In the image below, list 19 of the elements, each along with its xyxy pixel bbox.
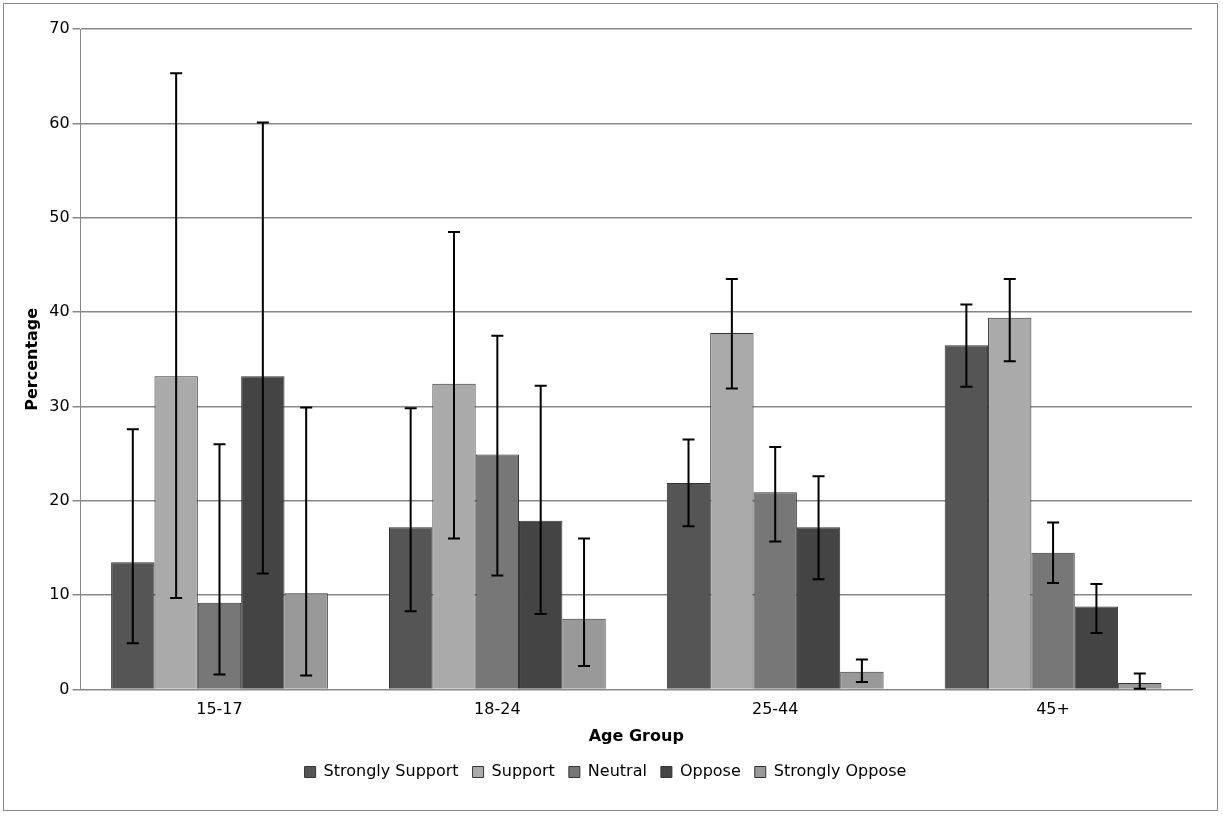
y-tick-label: 20 [49, 490, 70, 510]
x-tick-label: 18-24 [474, 699, 521, 719]
y-tick-label: 60 [49, 112, 70, 132]
y-tick-label: 0 [59, 678, 70, 698]
legend-label: Strongly Oppose [773, 761, 907, 781]
y-tick-label: 50 [49, 206, 70, 226]
y-tick-label: 40 [49, 301, 70, 321]
legend-label: Support [491, 761, 555, 781]
x-tick-label: 45+ [1036, 699, 1070, 719]
legend-label: Oppose [679, 761, 741, 781]
y-axis-title: Percentage [21, 307, 41, 411]
y-tick-label: 70 [49, 18, 70, 38]
y-tick-label: 10 [49, 584, 70, 604]
x-tick-label: 25-44 [751, 699, 799, 719]
y-tick-label: 30 [49, 395, 70, 415]
legend-label: Strongly Support [323, 761, 459, 781]
x-axis-title: Age Group [588, 725, 684, 745]
x-tick-label: 15-17 [196, 699, 243, 719]
legend-label: Neutral [587, 761, 647, 781]
